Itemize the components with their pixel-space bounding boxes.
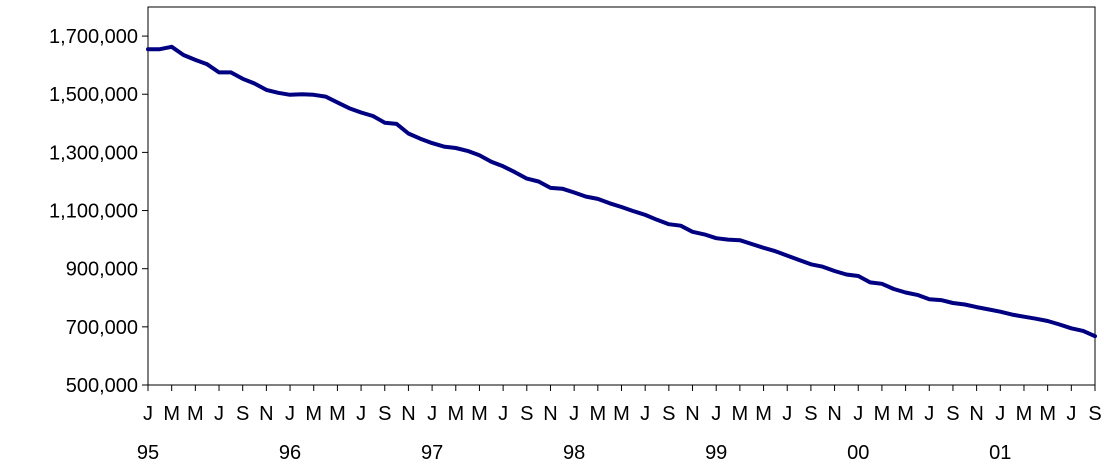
x-year-label: 96 — [279, 442, 301, 464]
x-month-label: M — [589, 403, 606, 425]
x-month-label: S — [804, 403, 817, 425]
series-line — [146, 44, 1097, 339]
y-tick-label: 1,700,000 — [49, 26, 138, 48]
x-month-label: N — [401, 403, 415, 425]
x-month-label: M — [755, 403, 772, 425]
x-month-label: M — [1039, 403, 1056, 425]
x-month-label: J — [924, 403, 934, 425]
x-month-label: S — [662, 403, 675, 425]
x-month-label: M — [329, 403, 346, 425]
x-month-label: J — [498, 403, 508, 425]
x-month-label: M — [1016, 403, 1033, 425]
x-month-label: J — [711, 403, 721, 425]
y-axis: 500,000 700,000 900,000 1,100,000 1,300,000 1… — [49, 26, 148, 397]
x-month-label: M — [613, 403, 630, 425]
x-year-label: 98 — [563, 442, 585, 464]
plot-area — [147, 6, 1096, 386]
x-month-label: S — [520, 403, 533, 425]
x-month-label: N — [827, 403, 841, 425]
y-tick-label: 1,300,000 — [49, 142, 138, 164]
x-month-label: M — [732, 403, 749, 425]
x-month-label: N — [543, 403, 557, 425]
x-month-label: J — [995, 403, 1005, 425]
x-month-label: M — [897, 403, 914, 425]
x-year-label: 01 — [989, 442, 1011, 464]
x-month-label: J — [569, 403, 579, 425]
x-month-label: N — [685, 403, 699, 425]
y-tick-label: 900,000 — [66, 259, 138, 281]
y-tick-label: 700,000 — [66, 317, 138, 339]
x-year-label: 99 — [705, 442, 727, 464]
x-month-label: J — [853, 403, 863, 425]
x-month-label: M — [163, 403, 180, 425]
x-month-label: M — [187, 403, 204, 425]
y-tick-label: 500,000 — [66, 375, 138, 397]
x-month-label: M — [471, 403, 488, 425]
x-month-label: S — [1088, 403, 1101, 425]
y-tick-label: 1,500,000 — [49, 84, 138, 106]
x-month-label: J — [143, 403, 153, 425]
x-month-label: S — [378, 403, 391, 425]
x-month-label: J — [640, 403, 650, 425]
x-month-label: J — [1066, 403, 1076, 425]
x-month-label: M — [305, 403, 322, 425]
y-tick-label: 1,100,000 — [49, 201, 138, 223]
x-month-label: J — [356, 403, 366, 425]
x-month-label: J — [427, 403, 437, 425]
x-month-label: N — [969, 403, 983, 425]
x-month-label: J — [214, 403, 224, 425]
x-month-label: M — [874, 403, 891, 425]
x-month-label: M — [447, 403, 464, 425]
x-month-label: S — [946, 403, 959, 425]
x-year-label: 95 — [137, 442, 159, 464]
x-month-label: N — [259, 403, 273, 425]
x-year-label: 97 — [421, 442, 443, 464]
x-month-label: S — [236, 403, 249, 425]
x-month-label: J — [782, 403, 792, 425]
x-year-label: 00 — [847, 442, 869, 464]
x-month-label: J — [285, 403, 295, 425]
